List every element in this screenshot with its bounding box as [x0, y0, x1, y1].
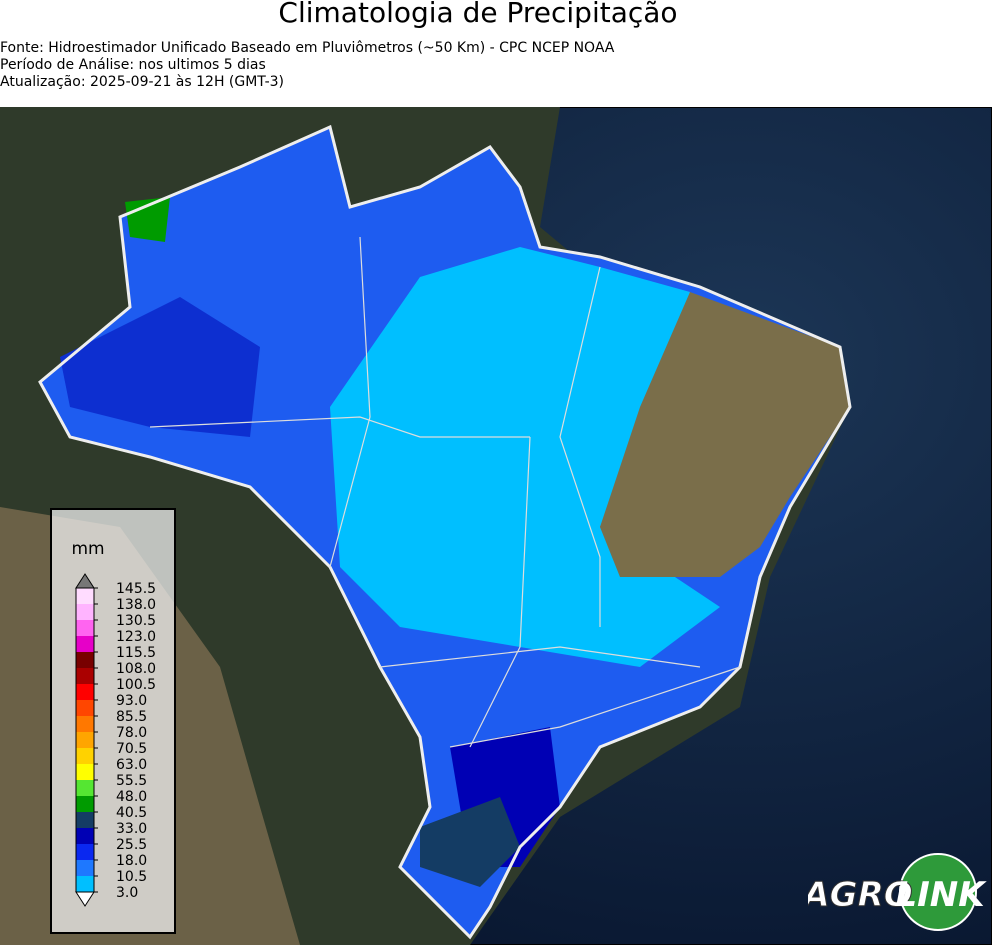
colorbar-label: 48.0: [116, 789, 147, 805]
colorbar-outline: [75, 587, 95, 893]
colorbar-segment: [76, 764, 94, 780]
logo-circle: [899, 853, 977, 931]
source-line: Fonte: Hidroestimador Unificado Baseado …: [0, 40, 615, 56]
colorbar-segment: [76, 860, 94, 876]
colorbar-segment: [76, 684, 94, 700]
colorbar-label: 70.5: [116, 741, 147, 757]
heavier-rain: [60, 297, 260, 437]
period-line: Período de Análise: nos ultimos 5 dias: [0, 57, 266, 73]
colorbar-segment: [76, 604, 94, 620]
colorbar-label: 85.5: [116, 709, 147, 725]
logo: AGRO LINK: [808, 853, 987, 931]
colorbar-label: 33.0: [116, 821, 147, 837]
colorbar-segment: [76, 812, 94, 828]
logo-left: AGRO: [808, 875, 913, 915]
colorbar-box: [50, 508, 176, 934]
colorbar-unit: mm: [71, 539, 104, 559]
colorbar: mm 3.010.518.025.533.040.548.055.563.070…: [50, 508, 176, 934]
colorbar-label: 40.5: [116, 805, 147, 821]
colorbar-segment: [76, 700, 94, 716]
colorbar-label: 93.0: [116, 693, 147, 709]
colorbar-segment: [76, 636, 94, 652]
colorbar-segment: [76, 620, 94, 636]
colorbar-label: 10.5: [116, 869, 147, 885]
green-patch: [125, 197, 170, 242]
border: [38, 124, 852, 940]
colorbar-segment: [76, 668, 94, 684]
colorbar-segment: [76, 876, 94, 892]
colorbar-label: 18.0: [116, 853, 147, 869]
colorbar-label: 55.5: [116, 773, 147, 789]
colorbar-label: 3.0: [116, 885, 138, 901]
colorbar-segment: [76, 652, 94, 668]
colorbar-label: 25.5: [116, 837, 147, 853]
map: [0, 107, 992, 945]
colorbar-label: 108.0: [116, 661, 156, 677]
update-line: Atualização: 2025-09-21 às 12H (GMT-3): [0, 74, 284, 90]
rs-rain: [420, 797, 520, 887]
colorbar-segment: [76, 732, 94, 748]
logo-right: LINK: [895, 875, 987, 915]
colorbar-label: 78.0: [116, 725, 147, 741]
colorbar-label: 123.0: [116, 629, 156, 645]
colorbar-label: 138.0: [116, 597, 156, 613]
colorbar-label: 145.5: [116, 581, 156, 597]
dry-area: [600, 292, 850, 577]
colorbar-label: 115.5: [116, 645, 156, 661]
colorbar-label: 130.5: [116, 613, 156, 629]
colorbar-segment: [76, 780, 94, 796]
colorbar-segment: [76, 748, 94, 764]
colorbar-segment: [76, 716, 94, 732]
title: Climatologia de Precipitação: [278, 0, 678, 29]
colorbar-segment: [76, 796, 94, 812]
colorbar-label: 100.5: [116, 677, 156, 693]
state-borders: [149, 236, 741, 748]
colorbar-segment: [76, 844, 94, 860]
colorbar-segment: [76, 588, 94, 604]
colorbar-segment: [76, 828, 94, 844]
colorbar-label: 63.0: [116, 757, 147, 773]
